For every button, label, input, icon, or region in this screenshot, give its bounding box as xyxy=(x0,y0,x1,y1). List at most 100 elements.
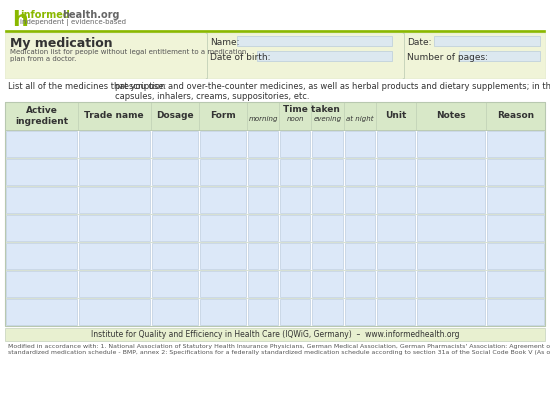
Bar xyxy=(6,243,77,269)
Bar xyxy=(344,243,375,269)
Bar xyxy=(377,299,415,325)
Text: noon: noon xyxy=(287,116,304,122)
Text: List all of the medicines that you use:: List all of the medicines that you use: xyxy=(8,82,166,91)
Bar xyxy=(487,271,544,297)
Bar xyxy=(79,131,150,157)
Text: Number of pages:: Number of pages: xyxy=(407,53,488,62)
Bar xyxy=(487,243,544,269)
Text: at night: at night xyxy=(346,116,373,122)
Bar xyxy=(200,299,246,325)
Bar xyxy=(312,215,343,241)
Bar xyxy=(417,159,485,185)
Bar xyxy=(200,215,246,241)
Bar xyxy=(312,299,343,325)
Bar xyxy=(5,328,545,341)
Bar xyxy=(152,243,198,269)
Bar xyxy=(344,299,375,325)
Bar xyxy=(152,159,198,185)
Text: Unit: Unit xyxy=(386,111,407,120)
Bar xyxy=(377,271,415,297)
Text: prescription and over-the-counter medicines, as well as herbal products and diet: prescription and over-the-counter medici… xyxy=(115,82,550,101)
Bar xyxy=(200,271,246,297)
Bar xyxy=(6,159,77,185)
Bar xyxy=(344,187,375,213)
Text: health.org: health.org xyxy=(62,10,119,20)
Text: Reason: Reason xyxy=(497,111,534,120)
Bar xyxy=(280,187,310,213)
Bar xyxy=(377,159,415,185)
Bar xyxy=(79,159,150,185)
Text: Notes: Notes xyxy=(437,111,466,120)
Text: h: h xyxy=(12,10,28,30)
Bar xyxy=(79,215,150,241)
Text: Date:: Date: xyxy=(407,38,432,47)
Bar xyxy=(312,131,343,157)
Bar xyxy=(487,187,544,213)
Bar xyxy=(417,215,485,241)
Bar xyxy=(377,131,415,157)
Bar xyxy=(237,36,392,46)
Bar xyxy=(280,215,310,241)
Bar xyxy=(312,159,343,185)
Bar xyxy=(377,215,415,241)
Bar xyxy=(417,243,485,269)
Text: Trade name: Trade name xyxy=(85,111,144,120)
Text: Form: Form xyxy=(210,111,236,120)
Bar xyxy=(280,271,310,297)
Text: Time taken: Time taken xyxy=(283,105,340,114)
Bar xyxy=(377,243,415,269)
Bar xyxy=(280,159,310,185)
Text: Date of birth:: Date of birth: xyxy=(210,53,271,62)
Bar xyxy=(487,215,544,241)
Bar xyxy=(280,243,310,269)
Bar xyxy=(79,243,150,269)
Bar xyxy=(200,243,246,269)
Bar xyxy=(6,187,77,213)
Bar xyxy=(248,243,278,269)
Bar xyxy=(248,159,278,185)
Bar xyxy=(6,271,77,297)
Bar xyxy=(487,131,544,157)
Bar xyxy=(5,102,545,326)
Text: morning: morning xyxy=(249,116,278,122)
Text: My medication: My medication xyxy=(10,37,113,50)
Text: Name:: Name: xyxy=(210,38,239,47)
Text: Dosage: Dosage xyxy=(156,111,194,120)
Bar xyxy=(248,299,278,325)
Text: Modified in accordance with: 1. National Association of Statutory Health Insuran: Modified in accordance with: 1. National… xyxy=(8,344,550,355)
Bar xyxy=(79,271,150,297)
Bar xyxy=(487,159,544,185)
Bar xyxy=(459,51,540,61)
Bar xyxy=(404,33,545,78)
Bar xyxy=(344,271,375,297)
Bar xyxy=(5,30,545,32)
Bar xyxy=(248,215,278,241)
Bar xyxy=(79,187,150,213)
Bar xyxy=(417,299,485,325)
Text: Medication list for people without legal entitlement to a medication
plan from a: Medication list for people without legal… xyxy=(10,49,246,62)
Bar xyxy=(152,271,198,297)
Bar xyxy=(312,187,343,213)
Bar xyxy=(417,131,485,157)
Bar xyxy=(344,159,375,185)
Text: Active
ingredient: Active ingredient xyxy=(15,106,68,126)
Bar xyxy=(200,131,246,157)
Bar xyxy=(248,271,278,297)
Bar xyxy=(200,159,246,185)
Bar xyxy=(344,131,375,157)
Bar xyxy=(257,51,392,61)
Text: Institute for Quality and Efficiency in Health Care (IQWiG, Germany)  –  www.inf: Institute for Quality and Efficiency in … xyxy=(91,330,459,339)
Text: evening: evening xyxy=(314,116,342,122)
Text: informed: informed xyxy=(20,10,70,20)
Bar xyxy=(377,187,415,213)
Bar xyxy=(248,131,278,157)
Bar xyxy=(434,36,540,46)
Bar xyxy=(280,131,310,157)
Bar xyxy=(152,131,198,157)
Bar xyxy=(207,33,402,78)
Bar xyxy=(152,299,198,325)
Bar xyxy=(312,271,343,297)
Bar xyxy=(200,187,246,213)
Bar xyxy=(280,299,310,325)
Bar xyxy=(417,271,485,297)
